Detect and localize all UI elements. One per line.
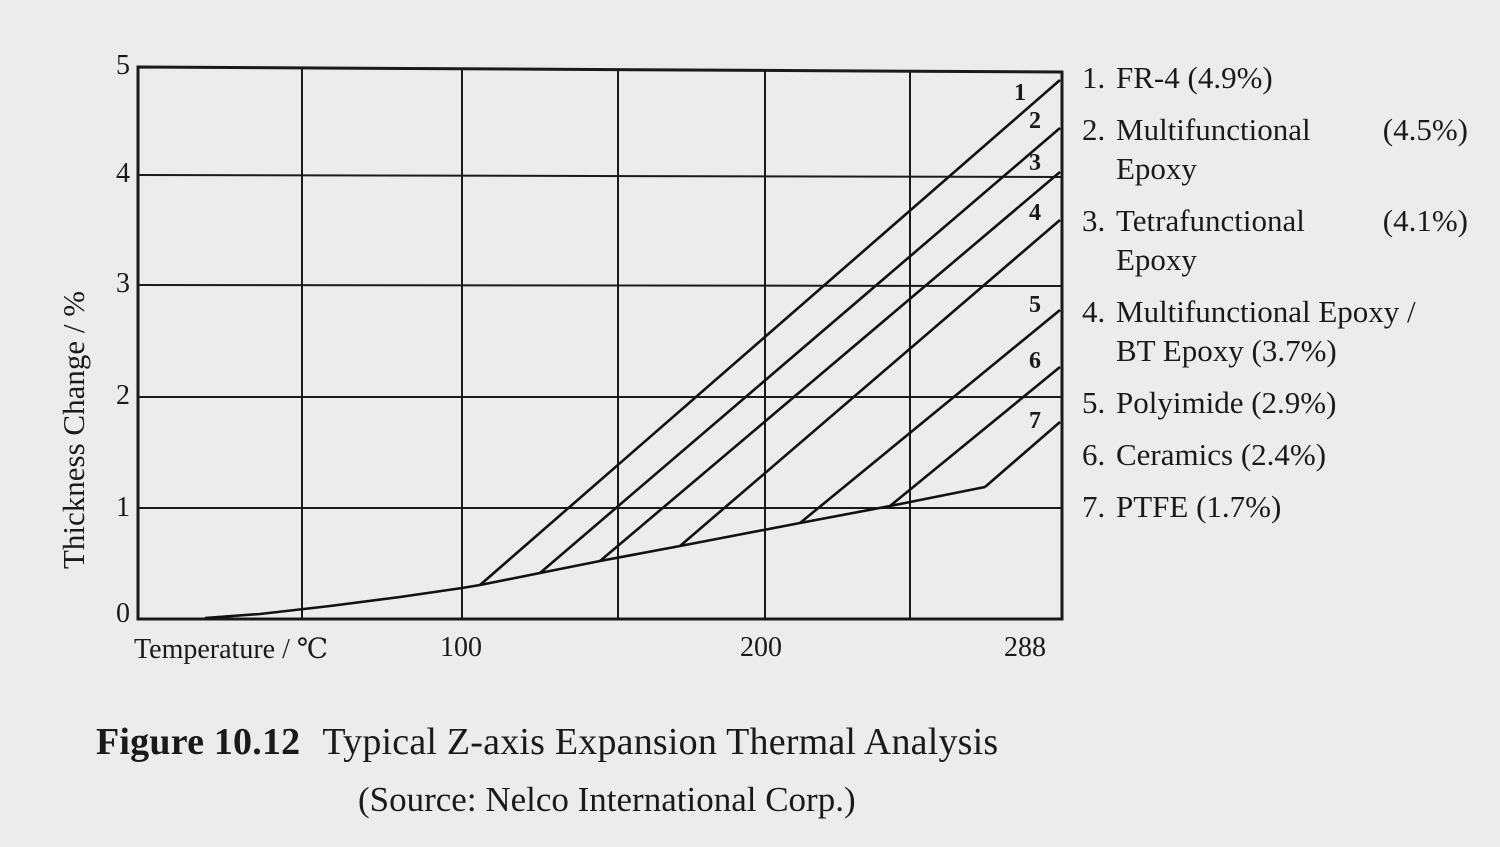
figure-title: Typical Z-axis Expansion Thermal Analysi…: [322, 721, 999, 763]
y-tick-4: 4: [116, 158, 130, 189]
chart-plot-area: [136, 65, 1064, 621]
x-tick-288: 288: [1004, 632, 1046, 663]
legend-percent: (4.5%): [1382, 112, 1468, 147]
y-tick-5: 5: [116, 50, 130, 81]
curve-3: [599, 171, 1061, 562]
curve-label-6: 6: [1029, 348, 1041, 374]
legend-name: Ceramics: [1116, 437, 1234, 472]
y-axis-label: Thickness Change / %: [56, 290, 91, 570]
curve-4: [679, 219, 1061, 547]
base-curve: [204, 485, 986, 620]
legend-number: 1.: [1082, 60, 1106, 95]
legend-name: FR-4: [1116, 60, 1180, 95]
legend-percent: (3.7%): [1251, 333, 1337, 368]
legend-item-ptfe: 7. PTFE (1.7%): [1082, 487, 1492, 526]
legend-name: Multifunctional: [1116, 112, 1311, 147]
legend: 1. FR-4 (4.9%) 2. Multifunctional (4.5%)…: [1082, 58, 1492, 539]
y-tick-2: 2: [116, 380, 130, 411]
curve-2: [539, 127, 1061, 574]
curve-label-4: 4: [1029, 200, 1041, 226]
legend-number: 2.: [1082, 112, 1106, 147]
curve-label-3: 3: [1029, 150, 1041, 176]
data-curves: [204, 79, 1061, 620]
curve-7: [984, 421, 1061, 488]
legend-number: 7.: [1082, 489, 1106, 524]
curve-5: [799, 308, 1061, 525]
legend-item-ceramics: 6. Ceramics (2.4%): [1082, 435, 1492, 474]
curve-label-1: 1: [1014, 80, 1026, 106]
legend-item-bt-epoxy: 4. Multifunctional Epoxy / BT Epoxy (3.7…: [1082, 292, 1492, 370]
legend-name: Tetrafunctional: [1116, 203, 1305, 238]
x-tick-100: 100: [440, 632, 482, 663]
legend-number: 5.: [1082, 385, 1106, 420]
x-tick-200: 200: [740, 632, 782, 663]
legend-percent: (1.7%): [1196, 489, 1282, 524]
figure-number: Figure 10.12: [96, 721, 301, 763]
legend-number: 3.: [1082, 203, 1106, 238]
legend-percent: (4.1%): [1382, 203, 1468, 238]
curve-label-5: 5: [1029, 292, 1041, 318]
legend-name-line2: BT Epoxy: [1116, 333, 1244, 368]
y-tick-0: 0: [116, 598, 130, 629]
curve-1: [479, 79, 1061, 586]
y-tick-3: 3: [116, 268, 130, 299]
legend-name: PTFE: [1116, 489, 1189, 524]
curve-label-2: 2: [1029, 108, 1041, 134]
legend-name: Polyimide: [1116, 385, 1244, 420]
grid-lines: [137, 68, 1063, 618]
figure-caption: Figure 10.12 Typical Z-axis Expansion The…: [96, 720, 998, 764]
legend-item-tetrafunctional-epoxy: 3. Tetrafunctional (4.1%) Epoxy: [1082, 201, 1492, 279]
legend-item-fr4: 1. FR-4 (4.9%): [1082, 58, 1492, 97]
legend-number: 4.: [1082, 294, 1106, 329]
legend-name-line2: Epoxy: [1116, 242, 1197, 277]
legend-percent: (2.9%): [1251, 385, 1337, 420]
figure-source: (Source: Nelco International Corp.): [358, 780, 856, 819]
y-tick-1: 1: [116, 492, 130, 523]
legend-item-multifunctional-epoxy: 2. Multifunctional (4.5%) Epoxy: [1082, 110, 1492, 188]
legend-percent: (2.4%): [1240, 437, 1327, 472]
legend-name: Multifunctional Epoxy /: [1116, 294, 1416, 329]
axes-frame: [136, 65, 1064, 621]
x-axis-label: Temperature / ℃: [134, 634, 329, 665]
legend-number: 6.: [1082, 437, 1106, 472]
legend-item-polyimide: 5. Polyimide (2.9%): [1082, 383, 1492, 422]
curve-6: [889, 365, 1061, 508]
curve-label-7: 7: [1029, 408, 1041, 434]
legend-percent: (4.9%): [1187, 60, 1273, 95]
legend-name-line2: Epoxy: [1116, 151, 1197, 186]
